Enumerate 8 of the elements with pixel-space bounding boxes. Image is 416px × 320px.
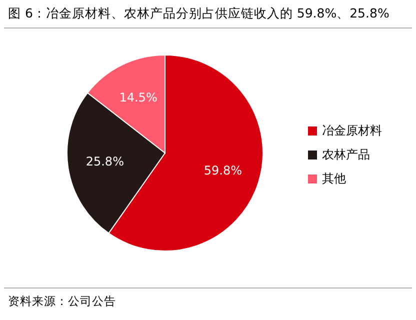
chart-title: 图 6：冶金原材料、农林产品分别占供应链收入的 59.8%、25.8% — [8, 5, 390, 20]
legend-label: 冶金原材料 — [322, 123, 382, 138]
legend-label: 其他 — [322, 171, 346, 186]
data-label: 59.8% — [204, 164, 242, 178]
data-label: 25.8% — [86, 154, 124, 168]
data-label: 14.5% — [119, 90, 158, 105]
text: 资料来源：公司公告 — [8, 294, 116, 308]
legend-label: 农林产品 — [322, 147, 370, 162]
